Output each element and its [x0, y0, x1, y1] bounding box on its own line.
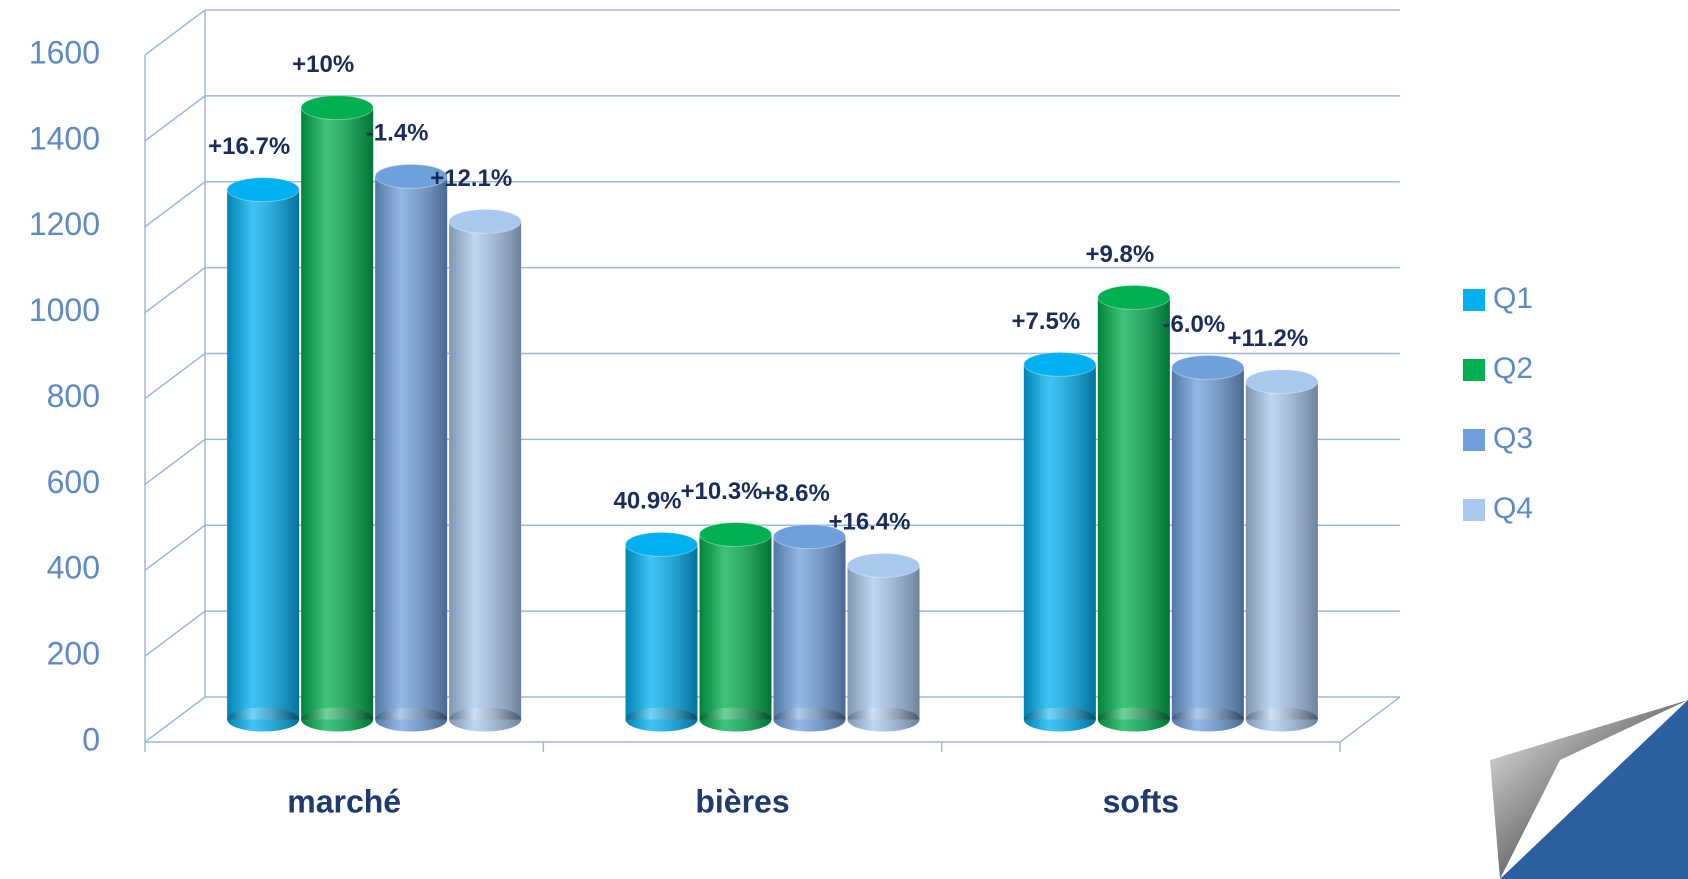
bar-shade: [773, 536, 846, 720]
bar-shade: [1171, 367, 1244, 720]
cylinder-top: [448, 208, 522, 234]
bar-shade: [449, 707, 522, 732]
cylinder-top: [1171, 354, 1245, 380]
bar-shade: [227, 707, 300, 732]
bar-shade: [1245, 381, 1318, 720]
grid-line: [144, 266, 1400, 314]
cylinder-top: [1245, 369, 1319, 395]
value-label: +10%: [292, 51, 354, 78]
legend-swatch: [1463, 289, 1485, 311]
cylinder: [847, 552, 920, 732]
value-label: +9.8%: [1085, 241, 1154, 268]
value-label: +11.2%: [1227, 325, 1308, 352]
bar-shade: [699, 534, 772, 720]
value-label: +16.7%: [208, 133, 290, 160]
bar-shade: [1171, 707, 1244, 732]
legend-swatch: [1463, 499, 1485, 521]
y-tick-label: 600: [47, 464, 100, 500]
cylinder-top: [374, 163, 448, 189]
bar-shade: [301, 107, 374, 720]
value-label: +10.3%: [680, 478, 762, 505]
bar-shade: [449, 221, 522, 720]
cylinder: [773, 524, 846, 732]
value-label: -1.4%: [366, 120, 429, 147]
cylinder: [625, 531, 698, 732]
cylinder: [1097, 284, 1171, 732]
x-tick-label: bières: [695, 783, 789, 819]
legend-label: Q1: [1493, 282, 1533, 315]
legend-label: Q2: [1493, 352, 1533, 385]
value-label: +8.6%: [761, 480, 830, 507]
value-label: +12.1%: [430, 165, 512, 192]
legend-swatch: [1463, 359, 1485, 381]
legend-label: Q3: [1493, 422, 1533, 455]
cylinder-top: [773, 524, 846, 550]
cylinder-top: [625, 531, 698, 557]
y-tick-label: 1200: [29, 206, 100, 242]
bar-shade: [375, 176, 448, 720]
y-tick-label: 400: [47, 550, 100, 586]
grid-line: [144, 352, 1400, 400]
bar-shade: [847, 707, 920, 732]
bar-shade: [1023, 364, 1096, 720]
grid-line: [144, 438, 1400, 485]
bar-shade: [1245, 707, 1318, 732]
value-label: 40.9%: [613, 488, 681, 515]
grid-line: [144, 181, 1400, 228]
bar-shade: [1023, 707, 1096, 732]
cylinder-top: [1023, 351, 1097, 377]
cylinder: [374, 163, 448, 732]
cylinder: [226, 177, 300, 732]
y-tick-label: 1000: [29, 292, 100, 328]
y-tick-label: 200: [47, 636, 100, 672]
grid-line: [144, 95, 1400, 142]
grid-line: [144, 524, 1400, 571]
cylinder: [1245, 369, 1319, 732]
bar-shade: [375, 707, 448, 732]
cylinder: [300, 95, 374, 732]
bar-shade: [847, 565, 920, 720]
x-tick-label: marché: [287, 783, 401, 819]
y-tick-label: 0: [82, 721, 100, 757]
legend-swatch: [1463, 429, 1485, 451]
cylinder: [448, 208, 522, 732]
grid-line: [144, 696, 1400, 743]
bar-shade: [625, 544, 698, 720]
cylinder-top: [699, 521, 772, 547]
cylinder-top: [847, 552, 920, 578]
bar-shade: [773, 707, 846, 732]
bar-shade: [625, 707, 698, 732]
cylinder-top: [1097, 284, 1171, 310]
cylinder: [1023, 351, 1097, 732]
bar-shade: [1097, 297, 1170, 720]
y-tick-label: 1600: [29, 34, 100, 70]
y-tick-label: 1400: [29, 120, 100, 156]
bar-shade: [699, 707, 772, 732]
y-tick-label: 800: [47, 378, 100, 414]
bar-shade: [227, 189, 300, 720]
bar-shade: [1097, 707, 1170, 732]
value-label: +7.5%: [1011, 308, 1080, 335]
decoration: [1490, 700, 1688, 879]
legend-label: Q4: [1493, 492, 1533, 525]
value-label: -6.0%: [1162, 311, 1225, 338]
grid-line: [144, 9, 1400, 56]
cylinder: [699, 521, 772, 732]
grid-line: [144, 610, 1400, 657]
cylinder-top: [226, 177, 300, 203]
bar-shade: [301, 707, 374, 732]
cylinder: [1171, 354, 1245, 732]
x-tick-label: softs: [1103, 783, 1179, 819]
cylinder-top: [300, 95, 374, 121]
value-label: +16.4%: [828, 509, 910, 536]
